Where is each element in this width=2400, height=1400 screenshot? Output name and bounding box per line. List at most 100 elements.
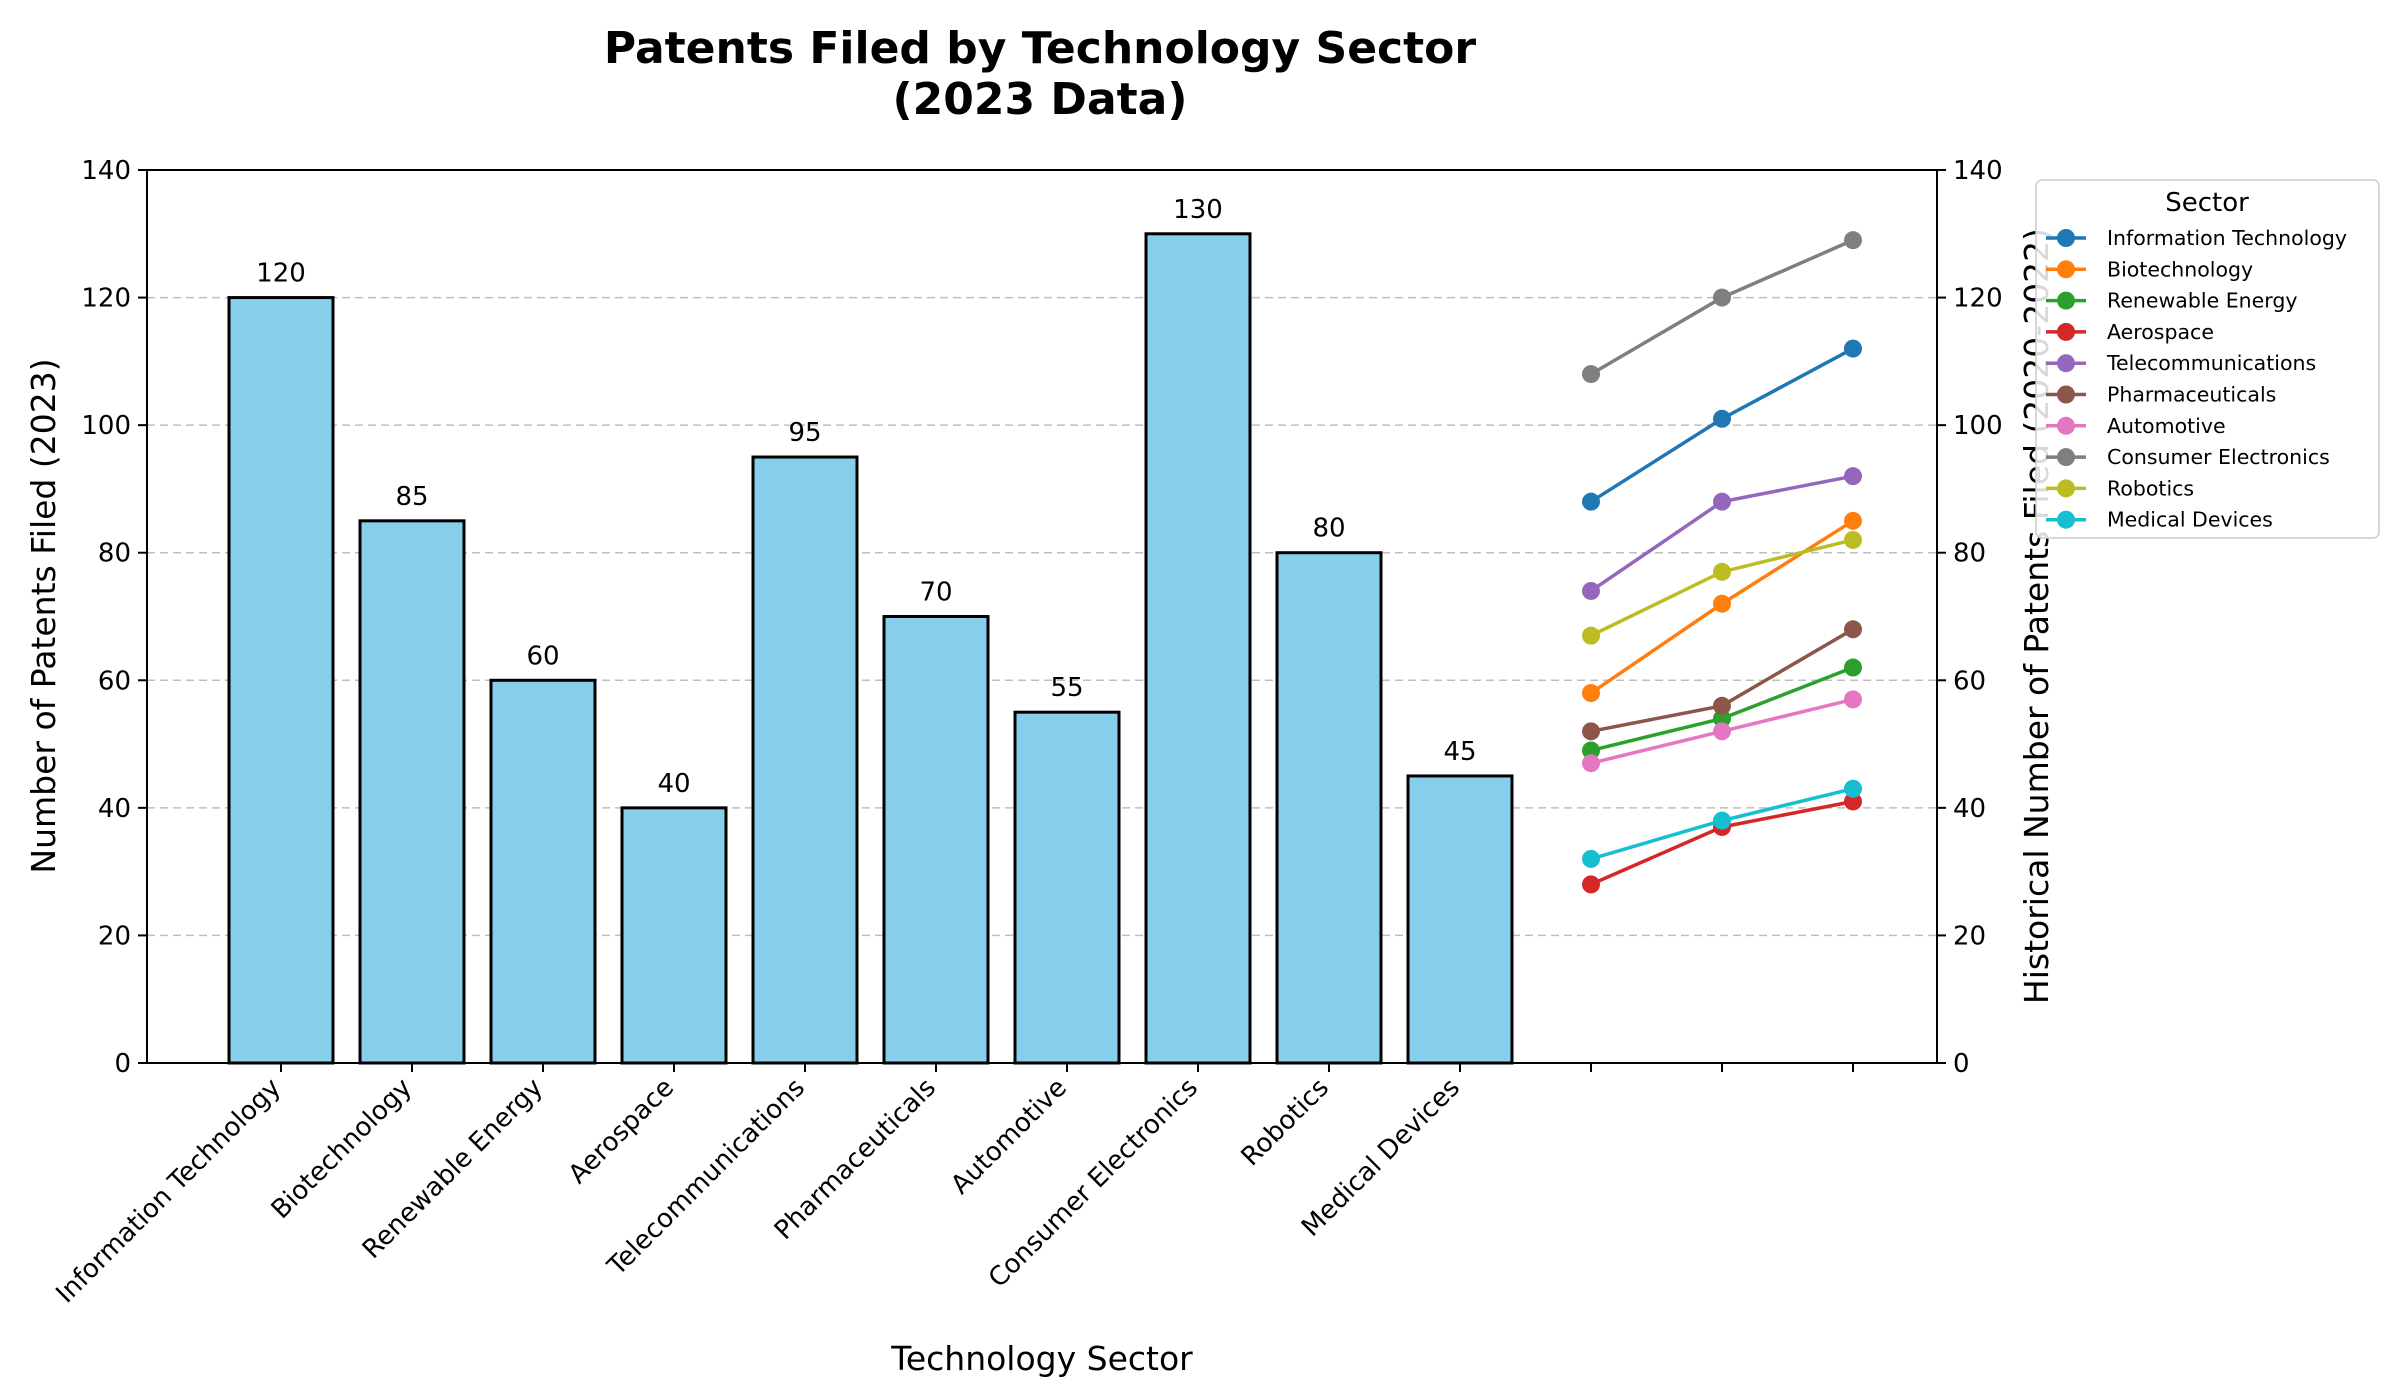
series-point (1713, 594, 1731, 613)
legend-label: Pharmaceuticals (2107, 383, 2276, 407)
y-tick-label-left: 60 (98, 666, 131, 696)
bar (751, 455, 859, 1065)
bar-value-label: 40 (657, 769, 690, 799)
y-tick-label-right: 20 (1953, 921, 1986, 951)
y-axis-left-ticks: 0 20 40 60 80 100 120 140 (81, 156, 147, 1079)
bar-value-label: 45 (1443, 737, 1476, 767)
bar-value-labels: 120 85 60 40 95 70 55 130 80 45 (256, 195, 1476, 799)
chart-title-line-1: Patents Filed by Technology Sector (604, 23, 1477, 74)
bars (227, 232, 1514, 1065)
series-point (1582, 684, 1600, 703)
x-tick-label: Aerospace (563, 1073, 680, 1190)
y-tick-label-right: 80 (1953, 539, 1986, 569)
series-point (1582, 754, 1600, 773)
bar-value-label: 55 (1050, 673, 1083, 703)
legend-label: Biotechnology (2107, 257, 2253, 281)
series-point (1844, 792, 1862, 811)
series-point (1582, 722, 1600, 741)
x-tick-label: Robotics (1236, 1073, 1335, 1172)
series-point (1713, 492, 1731, 511)
legend-swatch-marker (2057, 510, 2075, 529)
legend-label: Aerospace (2107, 320, 2214, 344)
legend-title: Sector (2165, 188, 2249, 218)
bar (620, 806, 728, 1065)
bar (1406, 774, 1514, 1065)
series-point (1844, 467, 1862, 486)
bar (358, 519, 466, 1065)
y-axis-right-ticks: 0 20 40 60 80 100 120 140 (1937, 156, 2003, 1079)
series-point (1582, 626, 1600, 645)
x-tick-label: Information Technology (50, 1073, 286, 1309)
legend-label: Robotics (2107, 476, 2194, 500)
legend-box (2035, 179, 2380, 539)
legend-items: Information Technology Biotechnology Renew… (2046, 226, 2347, 532)
y-tick-label-left: 40 (98, 794, 131, 824)
legend: Sector Information Technology Biotechnolo… (2035, 179, 2380, 539)
y-tick-label-right: 100 (1953, 411, 2003, 441)
legend-label: Telecommunications (2106, 351, 2316, 375)
y-tick-label-left: 20 (98, 921, 131, 951)
series-point (1713, 562, 1731, 581)
series-point (1844, 658, 1862, 677)
bar (227, 296, 335, 1065)
legend-swatch-marker (2057, 448, 2075, 467)
bar-value-label: 60 (526, 641, 559, 671)
bar-value-label: 80 (1312, 514, 1345, 544)
series-line (1590, 538, 1854, 638)
bar (489, 678, 597, 1065)
y-tick-label-left: 80 (98, 539, 131, 569)
legend-label: Consumer Electronics (2107, 445, 2330, 469)
series-point (1844, 231, 1862, 250)
legend-swatch-marker (2057, 291, 2075, 310)
y-tick-label-left: 140 (81, 156, 131, 186)
series-point (1582, 741, 1600, 760)
legend-label: Automotive (2107, 414, 2226, 438)
x-axis-label: Technology Sector (890, 1339, 1193, 1378)
series-point (1844, 530, 1862, 549)
x-tick-label: Automotive (945, 1073, 1073, 1201)
legend-swatch-marker (2057, 385, 2075, 404)
legend-label: Renewable Energy (2107, 289, 2297, 313)
bar (1275, 551, 1383, 1065)
series-point (1713, 709, 1731, 728)
legend-swatch-marker (2057, 354, 2075, 373)
series-point (1713, 696, 1731, 715)
y-axis-label-left: Number of Patents Filed (2023) (24, 358, 63, 873)
legend-swatch-marker (2057, 322, 2075, 341)
y-tick-label-right: 140 (1953, 156, 2003, 186)
series-point (1713, 811, 1731, 830)
historical-lines (1582, 231, 1862, 894)
bar-value-label: 70 (919, 578, 952, 608)
x-tick-label: Consumer Electronics (983, 1073, 1204, 1294)
series-point (1582, 849, 1600, 868)
bar-value-label: 85 (395, 482, 428, 512)
series-point (1844, 511, 1862, 530)
series-point (1582, 492, 1600, 511)
y-tick-label-right: 120 (1953, 284, 2003, 314)
legend-swatch-marker (2057, 260, 2075, 279)
bar-value-label: 130 (1173, 195, 1223, 225)
series-point (1713, 288, 1731, 307)
y-tick-label-left: 120 (81, 284, 131, 314)
series-line (1590, 238, 1854, 376)
y-tick-label-right: 60 (1953, 666, 1986, 696)
legend-swatch-marker (2057, 479, 2075, 498)
bar (1013, 710, 1121, 1065)
series-point (1713, 722, 1731, 741)
x-tick-label: Biotechnology (266, 1073, 418, 1225)
bar-value-label: 95 (788, 418, 821, 448)
bar-value-label: 120 (256, 259, 306, 289)
plot-frame (146, 169, 1938, 1064)
legend-swatch-marker (2057, 229, 2075, 247)
y-tick-label-left: 100 (81, 411, 131, 441)
bar (1144, 232, 1252, 1065)
legend-swatch-marker (2057, 416, 2075, 435)
bar (882, 615, 990, 1065)
legend-label: Medical Devices (2107, 508, 2273, 532)
series-point (1582, 875, 1600, 894)
series-point (1713, 409, 1731, 428)
series-point (1582, 581, 1600, 600)
series-point (1844, 690, 1862, 709)
chart-title-line-2: (2023 Data) (893, 74, 1188, 125)
